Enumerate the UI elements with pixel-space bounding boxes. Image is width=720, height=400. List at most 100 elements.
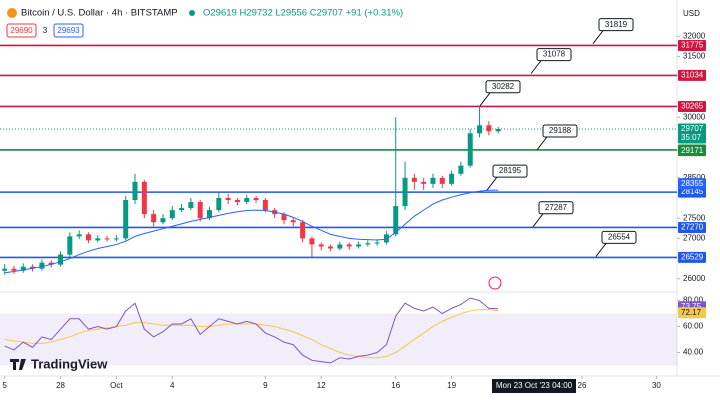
y-tick-label: 27500 — [683, 213, 706, 222]
candle-body — [449, 173, 455, 184]
candle-body — [2, 268, 8, 271]
callout-label: 30282 — [492, 82, 515, 91]
x-tick-label: Oct — [110, 381, 123, 390]
y-tick-label: 30000 — [683, 112, 706, 121]
level-label-box — [678, 221, 706, 233]
candle-body — [30, 266, 36, 269]
x-tick-label: 4 — [170, 381, 175, 390]
ask: 29693 — [57, 26, 80, 35]
level-label-box — [678, 69, 706, 81]
rsi-line — [4, 309, 499, 359]
callout-box — [485, 80, 521, 94]
candle-body — [11, 268, 17, 271]
callout-leader — [592, 30, 604, 44]
candle-body — [365, 243, 371, 245]
candle-body — [95, 238, 101, 241]
price-label: 29171 — [681, 146, 704, 155]
candle-body — [337, 244, 343, 249]
candle-body — [58, 254, 64, 265]
callout-leader — [595, 243, 607, 257]
price-label-box — [678, 123, 706, 144]
callout-box — [598, 18, 634, 32]
candle-body — [300, 222, 306, 239]
rsi-value-label: 73.75 — [681, 302, 702, 311]
level-label-box — [678, 251, 706, 263]
callout-leader — [479, 92, 491, 107]
candle-body — [39, 262, 45, 269]
ohlc: O29619 H29732 L29556 C29707 +91 (+0.31%) — [203, 8, 403, 19]
currency: USD — [683, 9, 700, 18]
price-label-box — [678, 178, 706, 190]
rsi-band — [0, 313, 677, 366]
moving-average — [4, 189, 499, 274]
y-tick-label: 32000 — [683, 31, 706, 40]
x-tick-label: 30 — [652, 381, 661, 390]
level-label-box — [678, 100, 706, 112]
logo: TradingView — [31, 356, 108, 371]
candle-body — [234, 200, 240, 203]
callout-leader — [536, 136, 548, 151]
candle-body — [188, 202, 194, 209]
level-label: 27270 — [681, 223, 704, 232]
crosshair-time-box — [492, 379, 576, 393]
price-label: 28355 — [681, 179, 704, 188]
y-tick-label: 31500 — [683, 52, 706, 61]
candle-body — [123, 200, 129, 239]
y-tick-label: 27000 — [683, 234, 706, 243]
candle-body — [262, 200, 268, 211]
candle-body — [309, 238, 315, 245]
candle-body — [216, 197, 222, 211]
coin-icon — [7, 8, 17, 18]
candle-body — [346, 244, 352, 247]
callout-box — [601, 230, 637, 244]
x-tick-label: 9 — [263, 381, 268, 390]
bid-box[interactable] — [6, 23, 37, 38]
candle-body — [160, 218, 166, 223]
rsi-value-label: 72.17 — [681, 308, 702, 317]
rsi-line — [4, 297, 499, 364]
level-label: 31775 — [681, 41, 704, 50]
candle-body — [281, 214, 287, 221]
callout-leader — [532, 213, 544, 228]
x-tick-label: 19 — [447, 381, 456, 390]
level-label-box — [678, 39, 706, 51]
crosshair-time: Mon 23 Oct '23 04:00 — [496, 381, 573, 390]
candle-body — [458, 165, 464, 174]
candle-body — [355, 244, 361, 247]
candle-body — [318, 244, 324, 247]
callout-box — [492, 164, 528, 178]
x-tick-label: 5 — [2, 381, 7, 390]
callout-box — [542, 124, 578, 138]
candle-body — [486, 125, 492, 132]
symbol: Bitcoin / U.S. Dollar · 4h · BITSTAMP — [21, 8, 178, 19]
candle-body — [104, 238, 110, 240]
candle-body — [374, 242, 380, 244]
candle-body — [207, 210, 213, 219]
bid: 29690 — [10, 26, 33, 35]
candle-body — [132, 181, 138, 201]
candle-body — [477, 125, 483, 134]
callout-box — [536, 48, 572, 62]
candle-body — [225, 197, 231, 201]
price-label-box — [678, 145, 706, 157]
x-tick-label: 16 — [391, 381, 400, 390]
price-label: 29707 — [681, 124, 704, 133]
logo-icon — [10, 359, 26, 370]
candle-body — [197, 202, 203, 219]
candle-body — [328, 246, 334, 249]
x-tick-label: 26 — [578, 381, 587, 390]
callout-leader — [486, 176, 498, 191]
ask-box[interactable] — [53, 23, 84, 38]
level-label: 31034 — [681, 71, 704, 80]
candle-body — [430, 177, 436, 184]
spread: 3 — [43, 26, 48, 35]
callout-label: 29188 — [549, 126, 572, 135]
candle-body — [141, 181, 147, 215]
y-tick-label: 28500 — [683, 173, 706, 182]
candle-body — [290, 220, 296, 223]
candle-body — [48, 262, 54, 265]
alert-icon[interactable] — [488, 276, 502, 290]
candle-body — [402, 177, 408, 207]
